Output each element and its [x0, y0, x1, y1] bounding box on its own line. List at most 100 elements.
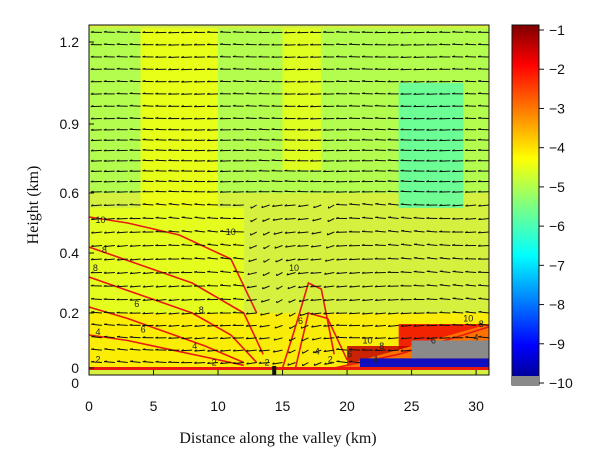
wind-arrow — [323, 349, 335, 353]
wind-arrow — [452, 204, 464, 207]
wind-arrow-head — [335, 190, 339, 193]
wind-arrow-head — [477, 104, 481, 107]
wind-arrow-head — [219, 311, 223, 314]
wind-arrow-head — [129, 104, 133, 107]
wind-arrow-head — [206, 284, 210, 287]
wind-arrow-head — [298, 299, 301, 302]
wind-arrow-head — [300, 326, 303, 329]
wind-arrow — [452, 311, 464, 314]
contour-label: 10 — [226, 227, 236, 237]
wind-arrow-head — [207, 349, 210, 352]
y-axis: 0 0.2 0.4 0.6 0.9 1.2 0 — [60, 34, 94, 391]
wind-arrow-head — [103, 180, 107, 183]
wind-arrow-head — [323, 67, 326, 70]
wind-arrow-head — [193, 117, 197, 120]
wind-arrow-head — [168, 257, 172, 260]
wind-arrow — [194, 93, 206, 95]
contour-label: 8 — [93, 263, 98, 273]
wind-arrow-head — [477, 180, 481, 183]
wind-arrow-head — [335, 30, 340, 33]
wind-arrow-head — [387, 55, 391, 58]
wind-arrow-head — [426, 117, 430, 120]
wind-arrow-head — [142, 104, 146, 107]
wind-arrow — [155, 272, 167, 274]
wind-arrow-head — [349, 271, 352, 274]
wind-arrow-head — [439, 217, 442, 220]
wind-arrow-head — [426, 190, 430, 193]
wind-arrow-head — [181, 179, 185, 182]
wind-arrow-head — [335, 117, 339, 120]
wind-arrow-head — [387, 257, 391, 259]
wind-arrow-head — [426, 216, 430, 219]
wind-arrow-head — [129, 230, 133, 233]
wind-arrow-head — [181, 43, 184, 46]
wind-arrow-head — [361, 148, 365, 151]
wind-arrow — [324, 272, 335, 275]
wind-arrow — [155, 258, 167, 260]
wind-arrow-head — [361, 159, 365, 162]
wind-arrow-head — [287, 286, 290, 289]
wind-arrow-head — [273, 232, 276, 235]
wind-arrow — [313, 349, 322, 354]
wind-arrow — [452, 181, 464, 183]
wind-arrow — [117, 245, 128, 248]
wind-arrow-head — [78, 181, 81, 182]
wind-arrow — [103, 204, 115, 206]
wind-arrow-head — [322, 92, 326, 95]
wind-arrow-head — [464, 104, 468, 107]
wind-arrow-head — [78, 205, 80, 206]
wind-arrow-head — [258, 31, 262, 34]
wind-arrow-head — [361, 230, 365, 232]
wind-arrow-head — [439, 159, 442, 162]
wind-arrow-head — [335, 323, 339, 326]
wind-arrow — [89, 218, 90, 220]
wind-arrow-head — [181, 31, 184, 34]
wind-arrow-head — [298, 204, 301, 207]
wind-arrow — [246, 362, 257, 365]
wind-arrow-head — [348, 149, 352, 152]
wind-arrow — [313, 204, 322, 209]
wind-arrow-head — [181, 216, 185, 218]
cold-pool — [359, 358, 489, 368]
wind-arrow-head — [232, 128, 236, 131]
wind-arrow-head — [313, 205, 315, 208]
wind-arrow-head — [426, 336, 430, 340]
wind-arrow — [302, 349, 309, 354]
wind-arrow-head — [258, 116, 262, 119]
wind-arrow-head — [400, 117, 404, 120]
wind-arrow-head — [413, 337, 417, 340]
wind-arrow-head — [361, 169, 365, 172]
wind-arrow — [439, 149, 451, 152]
wind-arrow-head — [103, 43, 107, 45]
wind-arrow-head — [116, 180, 120, 183]
wind-arrow — [194, 257, 206, 260]
contour-label: 6 — [141, 324, 146, 334]
wind-arrow — [413, 337, 425, 340]
wind-arrow-head — [439, 180, 442, 183]
wind-arrow-head — [129, 298, 133, 301]
wind-arrow-head — [335, 311, 339, 314]
wind-arrow-head — [413, 324, 417, 327]
wind-arrow — [168, 31, 180, 34]
wind-arrow-head — [116, 298, 120, 301]
contour-label: 2 — [328, 355, 333, 365]
wind-arrow-head — [439, 117, 443, 120]
wind-arrow-head — [387, 298, 391, 301]
wind-arrow-head — [271, 148, 275, 151]
wind-arrow-head — [271, 159, 275, 161]
wind-arrow-head — [206, 180, 210, 183]
wind-arrow — [426, 118, 438, 120]
wind-arrow-head — [452, 283, 456, 286]
wind-arrow — [314, 362, 322, 366]
wind-arrow — [336, 191, 348, 193]
wind-arrow-head — [79, 218, 81, 219]
wind-arrow-head — [400, 159, 404, 161]
wind-arrow-head — [464, 190, 468, 193]
wind-arrow-head — [206, 159, 210, 162]
wind-arrow — [426, 129, 438, 131]
wind-arrow — [89, 129, 90, 131]
wind-arrow-head — [284, 138, 288, 141]
wind-arrow — [219, 181, 231, 183]
wind-arrow-head — [426, 105, 430, 108]
wind-arrow-head — [387, 271, 391, 273]
